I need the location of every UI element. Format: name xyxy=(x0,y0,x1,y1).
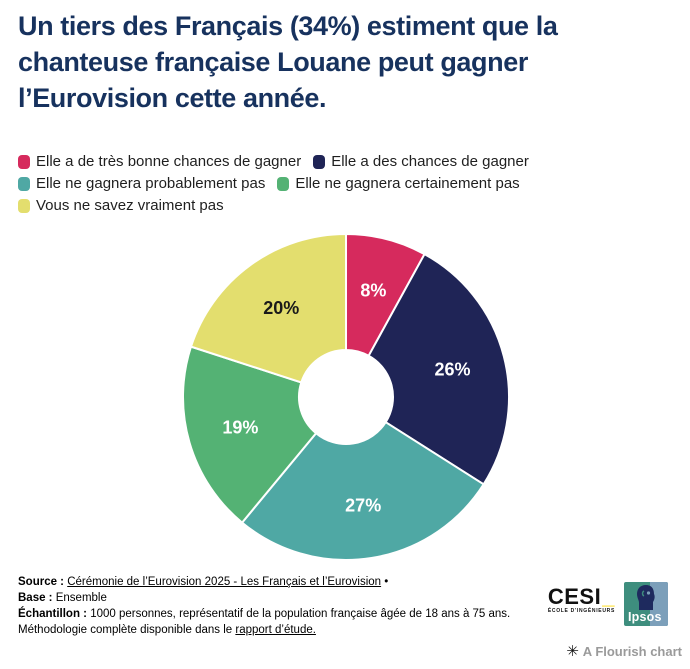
chart-title: Un tiers des Français (34%) estiment que… xyxy=(18,8,666,116)
ipsos-logo: Ipsos xyxy=(624,582,668,626)
legend-item-2[interactable]: Elle ne gagnera probablement pas xyxy=(18,175,265,192)
cesi-logo-subtitle: ÉCOLE D'INGÉNIEURS xyxy=(547,608,615,614)
segment-value-label-0: 8% xyxy=(360,281,386,301)
method-text: Méthodologie complète disponible dans le xyxy=(18,624,233,636)
source-link[interactable]: Cérémonie de l’Eurovision 2025 - Les Fra… xyxy=(67,576,382,588)
donut-chart[interactable]: 8% 26% 27% 19% 20% xyxy=(174,225,518,569)
sample-line: Échantillon : 1000 personnes, représenta… xyxy=(18,606,578,622)
base-line: Base : Ensemble xyxy=(18,590,578,606)
base-label: Base : xyxy=(18,592,53,604)
ipsos-face-icon xyxy=(637,585,655,610)
sample-label: Échantillon : xyxy=(18,608,87,620)
legend-swatch xyxy=(18,198,30,213)
flourish-attribution[interactable]: ✳ A Flourish chart xyxy=(566,644,682,659)
cesi-logo: CESI _ ÉCOLE D'INGÉNIEURS xyxy=(547,582,615,615)
segment-value-label-4: 20% xyxy=(263,298,299,318)
chart-legend: Elle a de très bonne chances de gagner El… xyxy=(18,153,672,214)
legend-item-1[interactable]: Elle a des chances de gagner xyxy=(313,153,529,170)
ipsos-logo-right xyxy=(649,582,668,626)
sample-text: 1000 personnes, représentatif de la popu… xyxy=(90,608,511,620)
legend-label: Elle a des chances de gagner xyxy=(331,153,529,170)
ipsos-logo-text: Ipsos xyxy=(628,610,662,624)
segment-value-label-3: 19% xyxy=(222,418,258,438)
donut-segment-3[interactable] xyxy=(182,345,318,524)
source-label: Source : xyxy=(18,576,65,588)
footer-notes: Source : Cérémonie de l’Eurovision 2025 … xyxy=(18,574,578,638)
legend-label: Elle ne gagnera probablement pas xyxy=(36,175,266,192)
legend-item-0[interactable]: Elle a de très bonne chances de gagner xyxy=(18,153,301,170)
cesi-logo-underscore: _ xyxy=(602,584,615,609)
cesi-logo-text: CESI xyxy=(547,584,602,609)
legend-swatch xyxy=(18,176,30,191)
legend-label: Elle ne gagnera certainement pas xyxy=(295,175,520,192)
legend-label: Elle a de très bonne chances de gagner xyxy=(36,153,302,170)
segment-value-label-2: 27% xyxy=(345,496,381,516)
legend-swatch xyxy=(277,176,290,191)
flourish-asterisk-icon: ✳ xyxy=(566,643,579,660)
legend-label: Vous ne savez vraiment pas xyxy=(36,197,224,214)
segment-value-label-1: 26% xyxy=(434,360,470,380)
method-line: Méthodologie complète disponible dans le… xyxy=(18,622,578,638)
source-suffix: • xyxy=(384,576,389,588)
chart-title-line-3: l’Eurovision cette année. xyxy=(18,83,327,113)
legend-swatch xyxy=(313,154,326,169)
donut-segment-1[interactable] xyxy=(367,253,511,486)
legend-swatch xyxy=(18,154,30,169)
legend-item-4[interactable]: Vous ne savez vraiment pas xyxy=(18,197,224,214)
method-link[interactable]: rapport d’étude. xyxy=(235,624,316,636)
donut-segment-2[interactable] xyxy=(241,421,485,561)
chart-title-line-2: chanteuse française Louane peut gagner xyxy=(18,47,528,77)
legend-item-3[interactable]: Elle ne gagnera certainement pas xyxy=(277,175,520,192)
chart-title-line-1: Un tiers des Français (34%) estiment que… xyxy=(18,11,558,41)
partner-logos: CESI _ ÉCOLE D'INGÉNIEURS Ipsos xyxy=(548,582,668,626)
donut-segment-4[interactable] xyxy=(189,233,347,384)
flourish-attribution-text: A Flourish chart xyxy=(582,644,682,659)
source-line: Source : Cérémonie de l’Eurovision 2025 … xyxy=(18,574,578,590)
base-value: Ensemble xyxy=(55,592,107,604)
